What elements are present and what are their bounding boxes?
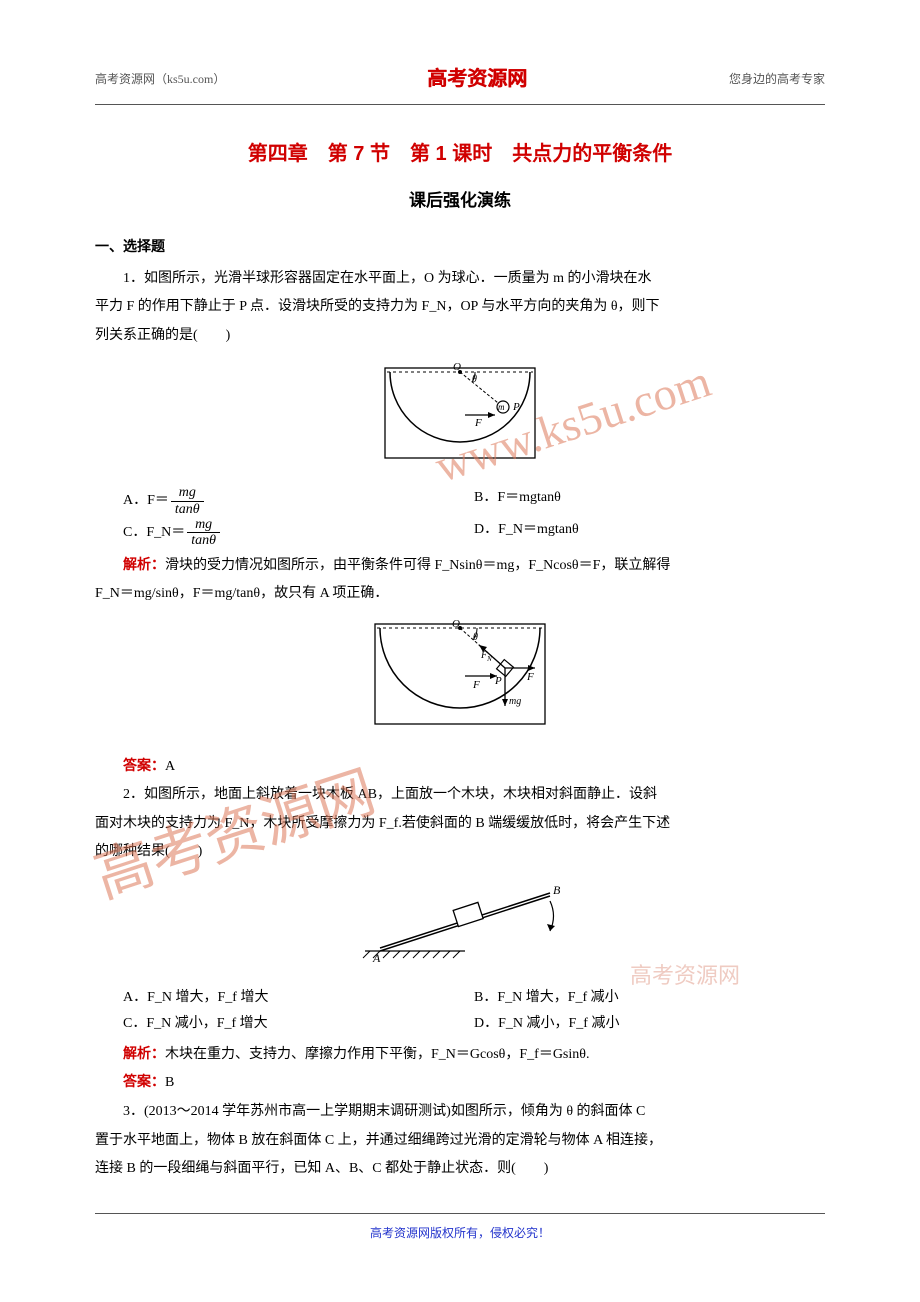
svg-text:B: B xyxy=(553,883,561,897)
svg-text:A: A xyxy=(372,951,381,964)
q2-answer: 答案：B xyxy=(95,1070,825,1097)
q1-stem-line3: 列关系正确的是( ) xyxy=(95,323,825,350)
q2-stem-line3: 的哪种结果( ) xyxy=(95,839,825,866)
q2-option-c: C．F_N 减小，F_f 增大 xyxy=(123,1011,474,1038)
svg-text:P: P xyxy=(512,401,520,413)
page-title: 第四章 第 7 节 第 1 课时 共点力的平衡条件 xyxy=(95,135,825,173)
q2-figure: A B xyxy=(95,876,825,975)
svg-text:F: F xyxy=(526,671,534,683)
q1-explanation-figure: O θ P FN F F mg xyxy=(95,618,825,744)
q1-stem-line1: 1．如图所示，光滑半球形容器固定在水平面上，O 为球心．一质量为 m 的小滑块在… xyxy=(95,266,825,293)
svg-text:F: F xyxy=(474,417,482,429)
q2-option-d: D．F_N 减小，F_f 减小 xyxy=(474,1011,825,1038)
footer-rule xyxy=(95,1213,825,1214)
explanation-label: 解析： xyxy=(123,1047,165,1062)
svg-text:F: F xyxy=(472,679,480,691)
explanation-label: 解析： xyxy=(123,558,165,573)
q1-option-c: C．F_N＝mgtanθ xyxy=(123,517,474,549)
q1-explanation-line1: 解析：滑块的受力情况如图所示，由平衡条件可得 F_Nsinθ＝mg，F_Ncos… xyxy=(95,553,825,580)
svg-text:P: P xyxy=(494,675,502,687)
header-center: 高考资源网 xyxy=(427,60,527,98)
q2-options: A．F_N 增大，F_f 增大 B．F_N 增大，F_f 减小 C．F_N 减小… xyxy=(123,985,825,1038)
q1-figure: O θ m P F xyxy=(95,360,825,476)
q3-stem-line3: 连接 B 的一段细绳与斜面平行，已知 A、B、C 都处于静止状态．则( ) xyxy=(95,1156,825,1183)
q3-stem-line2: 置于水平地面上，物体 B 放在斜面体 C 上，并通过细绳跨过光滑的定滑轮与物体 … xyxy=(95,1128,825,1155)
q1-option-a: A．F＝mgtanθ xyxy=(123,485,474,517)
q2-option-b: B．F_N 增大，F_f 减小 xyxy=(474,985,825,1012)
page-header: 高考资源网（ks5u.com） 高考资源网 您身边的高考专家 xyxy=(95,60,825,98)
header-right: 您身边的高考专家 xyxy=(729,68,825,91)
svg-text:O: O xyxy=(452,618,460,630)
svg-text:FN: FN xyxy=(480,650,492,663)
svg-text:m: m xyxy=(498,402,505,412)
header-left: 高考资源网（ks5u.com） xyxy=(95,68,225,91)
header-rule xyxy=(95,104,825,105)
answer-label: 答案： xyxy=(123,759,165,774)
footer-text: 高考资源网版权所有，侵权必究！ xyxy=(95,1222,825,1245)
q2-option-a: A．F_N 增大，F_f 增大 xyxy=(123,985,474,1012)
svg-text:θ: θ xyxy=(473,632,478,643)
q2-stem-line2: 面对木块的支持力为 F_N，木块所受摩擦力为 F_f.若使斜面的 B 端缓缓放低… xyxy=(95,811,825,838)
q1-option-b: B．F＝mgtanθ xyxy=(474,485,825,517)
q1-answer: 答案：A xyxy=(95,754,825,781)
q3-stem-line1: 3．(2013～2014 学年苏州市高一上学期期末调研测试)如图所示，倾角为 θ… xyxy=(95,1099,825,1126)
svg-text:mg: mg xyxy=(509,696,521,707)
q1-options: A．F＝mgtanθ B．F＝mgtanθ C．F_N＝mgtanθ D．F_N… xyxy=(123,485,825,549)
svg-text:O: O xyxy=(453,361,461,373)
q1-option-d: D．F_N＝mgtanθ xyxy=(474,517,825,549)
q2-explanation: 解析：木块在重力、支持力、摩擦力作用下平衡，F_N＝Gcosθ，F_f＝Gsin… xyxy=(95,1042,825,1069)
q1-explanation-line2: F_N＝mg/sinθ，F＝mg/tanθ，故只有 A 项正确． xyxy=(95,581,825,608)
q2-stem-line1: 2．如图所示，地面上斜放着一块木板 AB，上面放一个木块，木块相对斜面静止．设斜 xyxy=(95,782,825,809)
section-heading-1: 一、选择题 xyxy=(95,235,825,262)
q1-stem-line2: 平力 F 的作用下静止于 P 点．设滑块所受的支持力为 F_N，OP 与水平方向… xyxy=(95,294,825,321)
page-subtitle: 课后强化演练 xyxy=(95,185,825,217)
svg-text:θ: θ xyxy=(472,374,477,385)
answer-label: 答案： xyxy=(123,1075,165,1090)
